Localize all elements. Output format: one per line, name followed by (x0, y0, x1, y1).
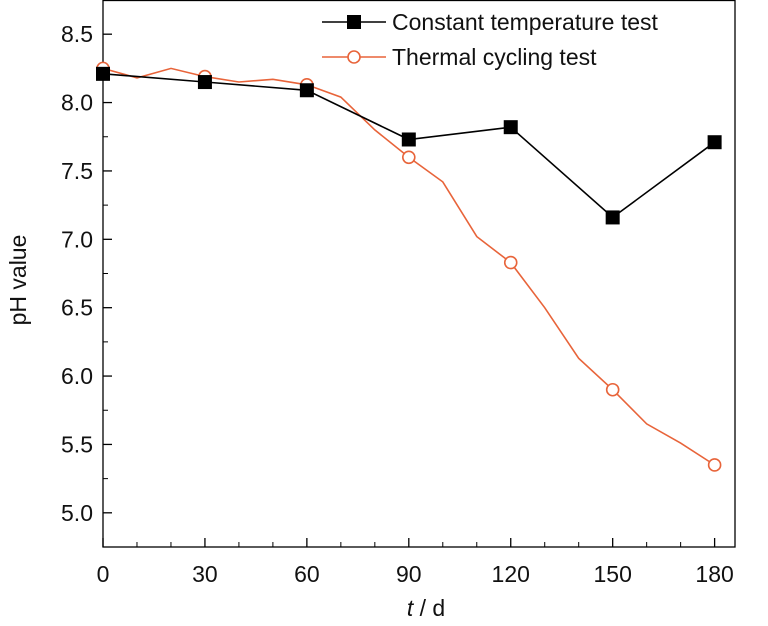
legend: Constant temperature test Thermal cycling… (322, 9, 659, 70)
x-tick-label: 90 (396, 561, 422, 587)
y-tick-label: 6.5 (61, 295, 93, 321)
square-marker (347, 15, 361, 29)
series-lines (102, 67, 716, 466)
series-line-thermal (102, 67, 716, 466)
square-marker (707, 135, 722, 150)
x-tick-label: 150 (593, 561, 631, 587)
circle-marker (605, 382, 620, 397)
x-tick-label: 120 (492, 561, 530, 587)
circle-marker (503, 255, 518, 270)
x-tick-label: 60 (294, 561, 320, 587)
square-marker (197, 75, 212, 90)
circle-marker (347, 50, 361, 64)
square-marker (503, 120, 518, 135)
legend-label: Constant temperature test (392, 9, 659, 35)
y-tick-label: 7.5 (61, 158, 93, 184)
y-axis-title: pH value (5, 235, 31, 326)
x-tick-label: 30 (192, 561, 218, 587)
x-tick-label: 0 (97, 561, 110, 587)
y-tick-label: 8.0 (61, 90, 93, 116)
square-marker (605, 210, 620, 225)
x-axis-title: t / d (407, 595, 445, 621)
circle-marker (707, 458, 722, 472)
y-tick-label: 7.0 (61, 226, 93, 252)
axis-ticks: 0 30 60 90 120 150 180 5.0 5.5 6.0 6.5 7.0 7.5 8.0 8.5 (61, 0, 734, 587)
legend-label: Thermal cycling test (392, 44, 597, 70)
plot-frame (102, 0, 736, 548)
x-axis-unit: / d (413, 595, 445, 621)
square-marker (401, 132, 416, 147)
x-axis-variable: t (407, 595, 415, 621)
y-tick-label: 6.0 (61, 363, 93, 389)
y-tick-label: 5.5 (61, 431, 93, 457)
x-tick-label: 180 (695, 561, 733, 587)
circle-marker (402, 150, 416, 165)
y-tick-label: 8.5 (61, 21, 93, 47)
y-tick-label: 5.0 (61, 500, 93, 526)
square-marker (96, 66, 110, 81)
series-markers (96, 61, 722, 472)
square-marker (299, 83, 314, 98)
